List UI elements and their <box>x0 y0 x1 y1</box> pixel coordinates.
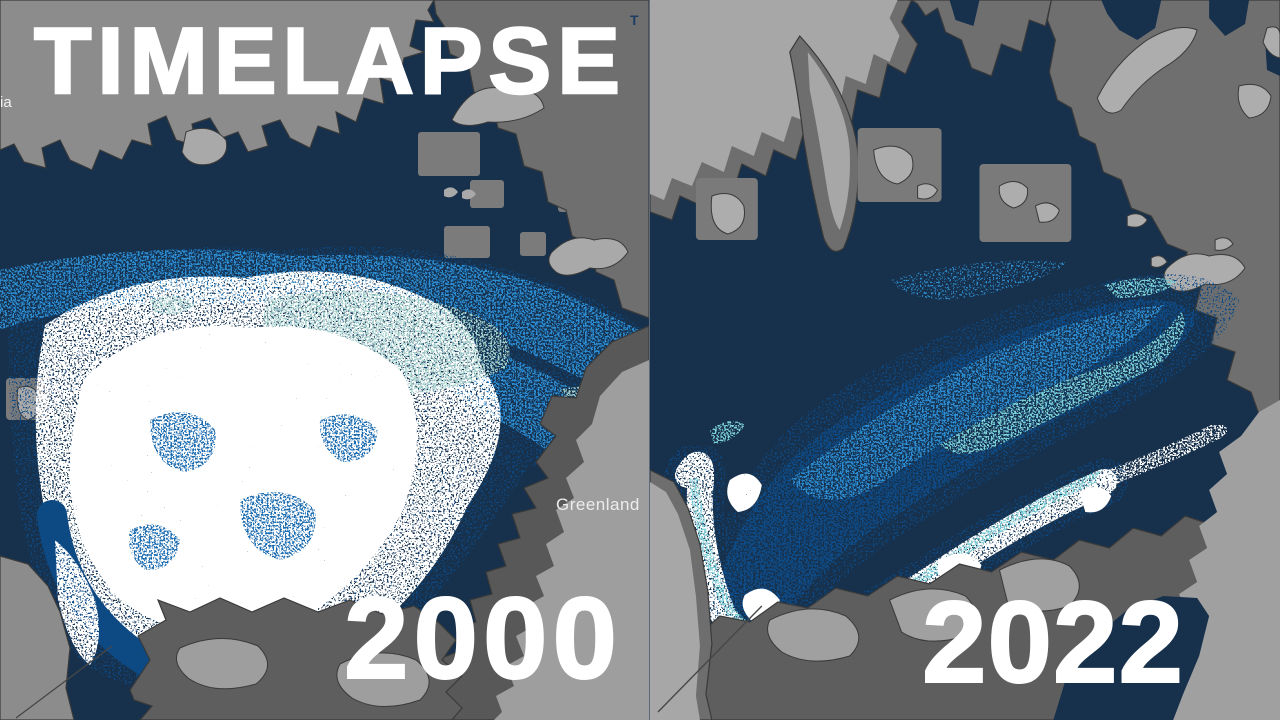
map-panel-2000: ia Greenland T <box>0 0 649 720</box>
islands-archipelago <box>767 558 1080 662</box>
inlet <box>949 0 980 26</box>
arctic-map-2000 <box>0 0 649 720</box>
meridian-line <box>657 605 763 713</box>
land-northeast <box>433 0 649 319</box>
sea-ice-2022 <box>663 260 1240 678</box>
island-victoria <box>175 638 268 690</box>
year-label-2000: 2000 <box>343 573 623 703</box>
meridian-line <box>15 645 113 719</box>
video-title: TIMELAPSE <box>33 8 626 113</box>
bay-baffin <box>1053 596 1210 720</box>
place-label-russia-cut: ia <box>0 94 12 111</box>
year-label-2022: 2022 <box>921 577 1185 707</box>
panel-divider <box>649 0 650 720</box>
land-peninsula <box>807 52 850 230</box>
land-chukotka <box>650 0 900 200</box>
sea-ice-2000 <box>0 246 649 705</box>
land-siberia <box>0 0 436 171</box>
land-top-fingers <box>910 0 1052 77</box>
land-greenland <box>494 360 649 720</box>
land-alaska <box>650 482 700 720</box>
island-severnaya <box>451 87 545 126</box>
island-small-pair <box>444 187 476 200</box>
land-alaska <box>0 555 75 720</box>
island-svalbard <box>548 237 629 276</box>
map-panel-2022: Greenland <box>650 0 1280 720</box>
island-ellesmere <box>336 652 430 708</box>
island <box>181 127 228 166</box>
place-label-cutoff-t: T <box>630 12 639 28</box>
islands-siberian <box>710 145 1060 235</box>
island-novaya-zemlya <box>1096 27 1198 114</box>
arctic-map-2022 <box>650 0 1280 720</box>
place-label-greenland: Greenland <box>556 495 640 514</box>
map-grid-patches <box>418 132 586 258</box>
